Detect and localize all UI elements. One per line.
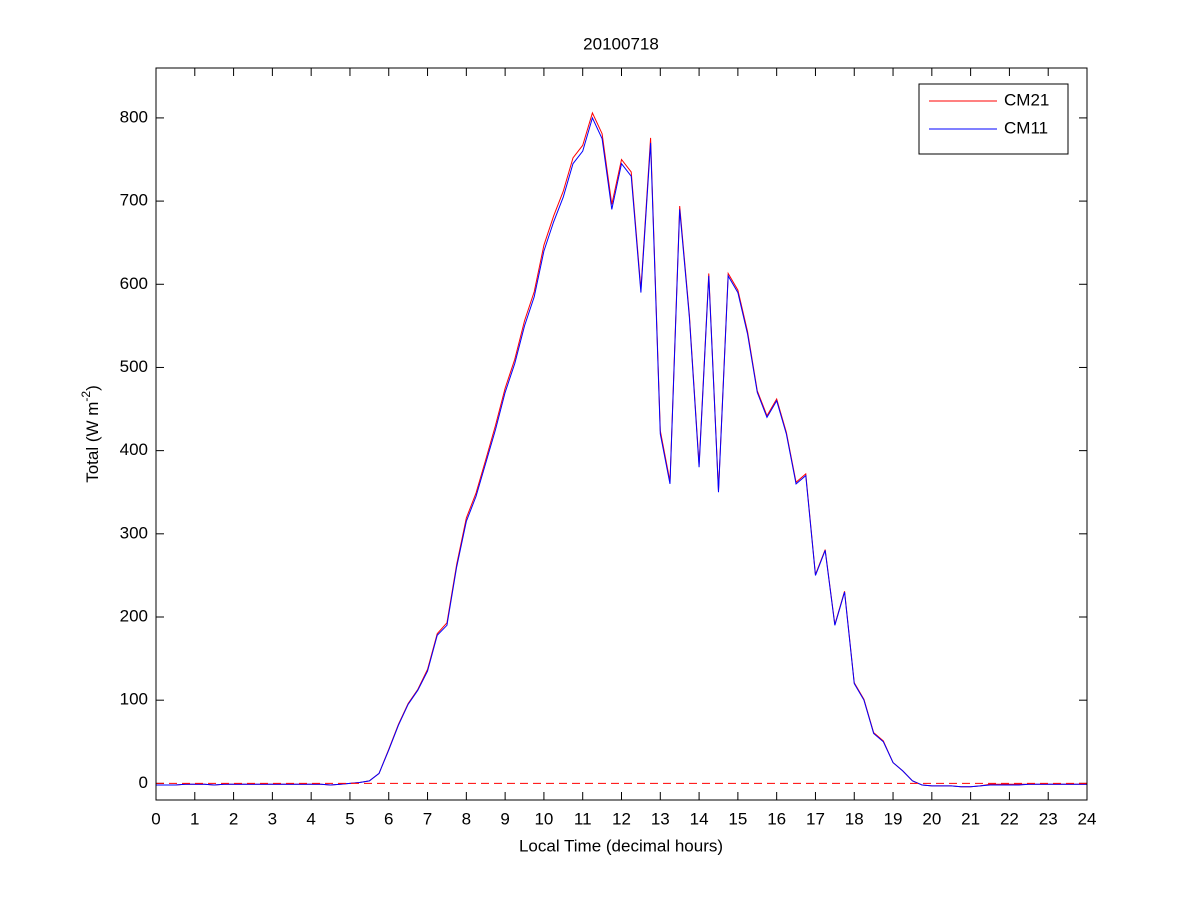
x-tick-label: 6 <box>384 809 393 828</box>
x-tick-label: 9 <box>500 809 509 828</box>
x-tick-label: 0 <box>151 809 160 828</box>
y-tick-label: 400 <box>120 440 148 459</box>
x-tick-label: 11 <box>574 809 592 828</box>
x-tick-label: 14 <box>690 809 709 828</box>
y-tick-label: 500 <box>120 357 148 376</box>
y-tick-label: 200 <box>120 606 148 625</box>
x-tick-label: 16 <box>767 809 786 828</box>
y-tick-label: 0 <box>139 773 148 792</box>
y-tick-label: 700 <box>120 191 148 210</box>
y-tick-label: 300 <box>120 523 148 542</box>
x-tick-label: 22 <box>1000 809 1019 828</box>
series-line <box>156 116 1087 788</box>
legend-label: CM11 <box>1004 118 1048 137</box>
x-tick-label: 21 <box>961 809 980 828</box>
x-tick-label: 12 <box>612 809 631 828</box>
y-tick-label: 600 <box>120 274 148 293</box>
y-label-part: ) <box>83 385 102 391</box>
y-label-sup: -2 <box>79 391 93 402</box>
x-tick-label: 8 <box>462 809 471 828</box>
x-tick-label: 19 <box>884 809 903 828</box>
x-tick-label: 7 <box>423 809 432 828</box>
x-tick-label: 10 <box>534 809 553 828</box>
y-label-part: Total (W m <box>83 402 102 483</box>
x-axis-label: Local Time (decimal hours) <box>519 836 723 855</box>
x-tick-label: 17 <box>806 809 825 828</box>
x-tick-label: 4 <box>306 809 315 828</box>
x-tick-label: 24 <box>1078 809 1097 828</box>
chart-title: 20100718 <box>583 34 659 53</box>
x-tick-label: 15 <box>728 809 747 828</box>
y-tick-label: 100 <box>120 690 148 709</box>
x-tick-label: 18 <box>845 809 864 828</box>
x-tick-label: 2 <box>229 809 238 828</box>
legend-label: CM21 <box>1004 90 1049 109</box>
y-axis-label: Total (W m-2) <box>79 385 102 483</box>
x-tick-label: 20 <box>922 809 941 828</box>
x-tick-label: 13 <box>651 809 670 828</box>
legend-box <box>918 83 1069 155</box>
legend: CM21 CM11 <box>918 83 1069 155</box>
plot-frame <box>155 67 1088 801</box>
x-tick-label: 5 <box>345 809 354 828</box>
y-tick-label: 800 <box>120 107 148 126</box>
x-tick-label: 1 <box>190 809 199 828</box>
x-tick-label: 3 <box>268 809 277 828</box>
x-tick-label: 23 <box>1039 809 1058 828</box>
